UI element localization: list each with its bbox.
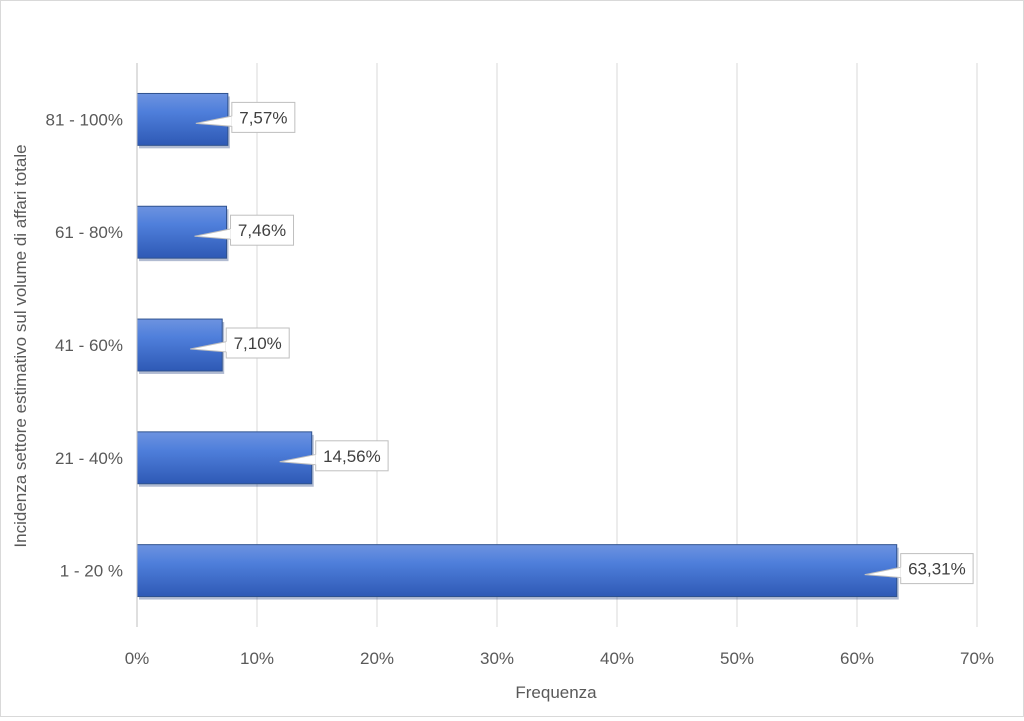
- x-tick-label: 40%: [600, 649, 634, 668]
- data-label-callout: 63,31%: [864, 553, 974, 585]
- callout-box: [315, 440, 389, 472]
- data-label-callout: 14,56%: [279, 440, 389, 472]
- y-axis-title: Incidenza settore estimativo sul volume …: [11, 144, 30, 547]
- x-axis-title: Frequenza: [515, 683, 597, 702]
- data-label-callout: 7,57%: [195, 101, 296, 133]
- y-tick-label: 61 - 80%: [55, 223, 123, 242]
- data-label: 63,31%: [908, 560, 966, 579]
- data-label-callout: 7,46%: [194, 214, 295, 246]
- data-label: 14,56%: [323, 447, 381, 466]
- axes: 0% 10% 20% 30% 40% 50% 60% 70% 1 - 20 % 21 - 40% 4…: [46, 63, 994, 668]
- callout-box: [900, 553, 974, 585]
- bar: [136, 544, 898, 598]
- x-tick-label: 30%: [480, 649, 514, 668]
- gridlines: [256, 63, 978, 627]
- callout-box: [230, 214, 295, 246]
- x-tick-label: 70%: [960, 649, 994, 668]
- y-tick-label: 81 - 100%: [46, 110, 124, 129]
- x-tick-label: 50%: [720, 649, 754, 668]
- data-label: 7,46%: [238, 221, 286, 240]
- data-label: 7,57%: [239, 108, 287, 127]
- x-tick-label: 0%: [125, 649, 150, 668]
- y-tick-label: 1 - 20 %: [60, 562, 123, 581]
- y-tick-label: 41 - 60%: [55, 336, 123, 355]
- data-labels: 63,31% 14,56% 7,10% 7,46% 7,57%: [190, 101, 974, 585]
- x-tick-label: 60%: [840, 649, 874, 668]
- data-label-callout: 7,10%: [190, 327, 290, 359]
- bar: [136, 92, 229, 146]
- x-tick-label: 10%: [240, 649, 274, 668]
- y-tick-label: 21 - 40%: [55, 449, 123, 468]
- callout-box: [231, 101, 296, 133]
- x-tick-label: 20%: [360, 649, 394, 668]
- bar: [136, 205, 228, 259]
- data-label: 7,10%: [234, 334, 282, 353]
- bar: [136, 431, 313, 485]
- callout-box: [225, 327, 290, 359]
